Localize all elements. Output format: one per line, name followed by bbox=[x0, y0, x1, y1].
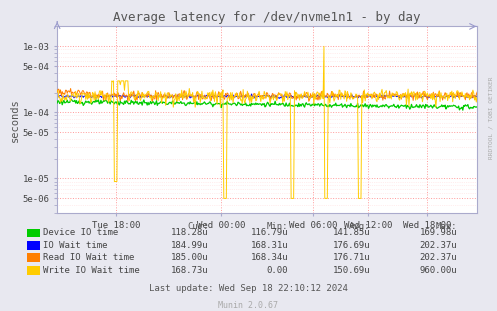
Text: 176.69u: 176.69u bbox=[332, 241, 370, 250]
Text: 116.79u: 116.79u bbox=[250, 229, 288, 237]
Text: 168.34u: 168.34u bbox=[250, 253, 288, 262]
Text: Max:: Max: bbox=[436, 222, 457, 231]
Text: Read IO Wait time: Read IO Wait time bbox=[43, 253, 135, 262]
Text: 141.85u: 141.85u bbox=[332, 229, 370, 237]
Text: 202.37u: 202.37u bbox=[419, 253, 457, 262]
Text: Min:: Min: bbox=[267, 222, 288, 231]
Text: 176.71u: 176.71u bbox=[332, 253, 370, 262]
Text: 150.69u: 150.69u bbox=[332, 266, 370, 275]
Text: Last update: Wed Sep 18 22:10:12 2024: Last update: Wed Sep 18 22:10:12 2024 bbox=[149, 284, 348, 293]
Text: 0.00: 0.00 bbox=[267, 266, 288, 275]
Text: 202.37u: 202.37u bbox=[419, 241, 457, 250]
Y-axis label: seconds: seconds bbox=[10, 98, 20, 142]
Text: 168.73u: 168.73u bbox=[171, 266, 209, 275]
Text: IO Wait time: IO Wait time bbox=[43, 241, 108, 250]
Text: RRDTOOL / TOBI OETIKER: RRDTOOL / TOBI OETIKER bbox=[489, 77, 494, 160]
Text: 168.31u: 168.31u bbox=[250, 241, 288, 250]
Text: Cur:: Cur: bbox=[187, 222, 209, 231]
Text: 118.28u: 118.28u bbox=[171, 229, 209, 237]
Text: 169.98u: 169.98u bbox=[419, 229, 457, 237]
Text: 185.00u: 185.00u bbox=[171, 253, 209, 262]
Text: Avg:: Avg: bbox=[349, 222, 370, 231]
Text: Device IO time: Device IO time bbox=[43, 229, 118, 237]
Title: Average latency for /dev/nvme1n1 - by day: Average latency for /dev/nvme1n1 - by da… bbox=[113, 11, 421, 24]
Text: 960.00u: 960.00u bbox=[419, 266, 457, 275]
Text: 184.99u: 184.99u bbox=[171, 241, 209, 250]
Text: Write IO Wait time: Write IO Wait time bbox=[43, 266, 140, 275]
Text: Munin 2.0.67: Munin 2.0.67 bbox=[219, 301, 278, 310]
